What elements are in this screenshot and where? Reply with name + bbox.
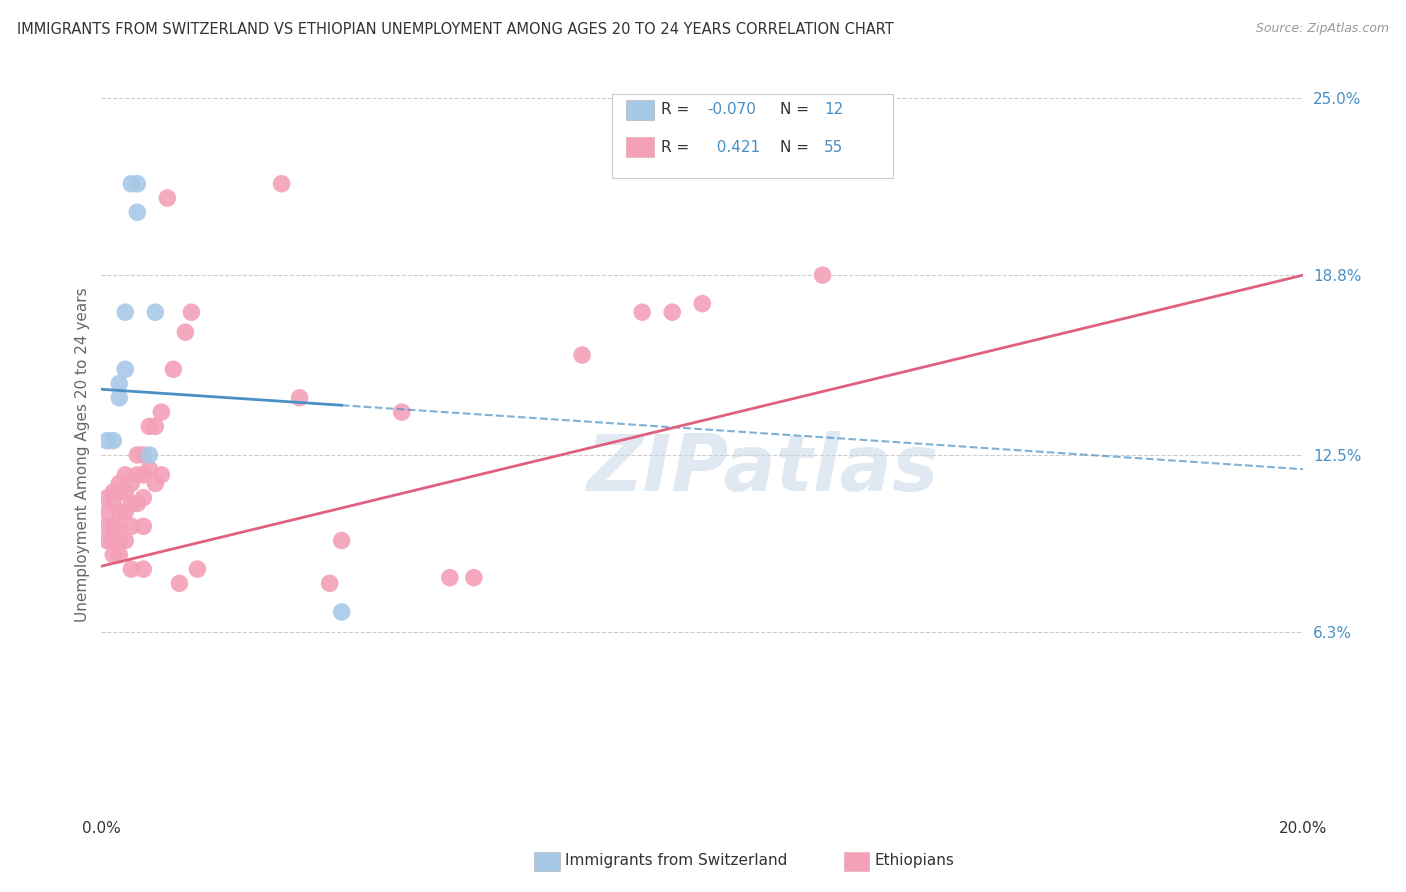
Point (391, 405, 413, 419)
Point (127, 496, 149, 510)
Point (150, 467, 173, 482)
Point (103, 519, 125, 533)
Text: Source: ZipAtlas.com: Source: ZipAtlas.com (1256, 22, 1389, 36)
Point (138, 462, 160, 476)
Point (96, 434, 118, 448)
Point (120, 519, 142, 533)
Point (108, 533, 131, 548)
Point (270, 177, 292, 191)
Point (103, 533, 125, 548)
Point (127, 205, 149, 219)
Point (127, 467, 149, 482)
Text: ZIPatlas: ZIPatlas (586, 431, 939, 508)
Point (103, 434, 125, 448)
Point (120, 177, 142, 191)
Point (108, 548, 131, 562)
Point (103, 485, 125, 500)
Point (162, 362, 184, 376)
Point (631, 305, 654, 319)
Text: Immigrants from Switzerland: Immigrants from Switzerland (565, 854, 787, 868)
Text: -0.070: -0.070 (707, 103, 756, 117)
Point (127, 177, 149, 191)
Point (96, 533, 118, 548)
Point (156, 191, 179, 205)
Point (186, 562, 208, 576)
Point (114, 505, 136, 519)
Point (108, 476, 131, 491)
Point (138, 448, 160, 462)
Point (169, 576, 191, 591)
Point (439, 571, 461, 585)
Point (143, 476, 166, 491)
Point (150, 405, 173, 419)
Point (132, 562, 155, 576)
Text: 55: 55 (824, 140, 844, 154)
Text: N =: N = (780, 140, 814, 154)
Point (143, 305, 166, 319)
Point (114, 533, 136, 548)
Y-axis label: Unemployment Among Ages 20 to 24 years: Unemployment Among Ages 20 to 24 years (75, 287, 90, 623)
Point (132, 491, 155, 505)
Point (96, 491, 118, 505)
Text: R =: R = (661, 140, 695, 154)
Point (692, 296, 714, 310)
Text: Ethiopians: Ethiopians (875, 854, 955, 868)
Point (120, 476, 142, 491)
Point (120, 562, 142, 576)
Point (330, 605, 353, 619)
Text: N =: N = (780, 103, 814, 117)
Point (661, 305, 683, 319)
Point (132, 519, 155, 533)
Point (96, 505, 118, 519)
Point (132, 448, 155, 462)
Point (330, 533, 353, 548)
Point (132, 467, 155, 482)
Point (114, 362, 136, 376)
Point (108, 519, 131, 533)
Point (138, 419, 160, 434)
Point (108, 391, 131, 405)
Text: IMMIGRANTS FROM SWITZERLAND VS ETHIOPIAN UNEMPLOYMENT AMONG AGES 20 TO 24 YEARS : IMMIGRANTS FROM SWITZERLAND VS ETHIOPIAN… (17, 22, 894, 37)
Point (180, 305, 202, 319)
Text: 0.421: 0.421 (707, 140, 761, 154)
Point (120, 496, 142, 510)
Point (288, 391, 311, 405)
Point (174, 325, 197, 339)
Point (811, 268, 834, 282)
Point (114, 305, 136, 319)
Point (571, 348, 593, 362)
Point (127, 448, 149, 462)
Point (108, 376, 131, 391)
Point (318, 576, 340, 591)
Point (108, 505, 131, 519)
Point (103, 496, 125, 510)
Point (114, 467, 136, 482)
Point (103, 548, 125, 562)
Point (96, 519, 118, 533)
Point (108, 485, 131, 500)
Text: 12: 12 (824, 103, 844, 117)
Point (143, 419, 166, 434)
Point (114, 485, 136, 500)
Text: R =: R = (661, 103, 695, 117)
Point (463, 571, 485, 585)
